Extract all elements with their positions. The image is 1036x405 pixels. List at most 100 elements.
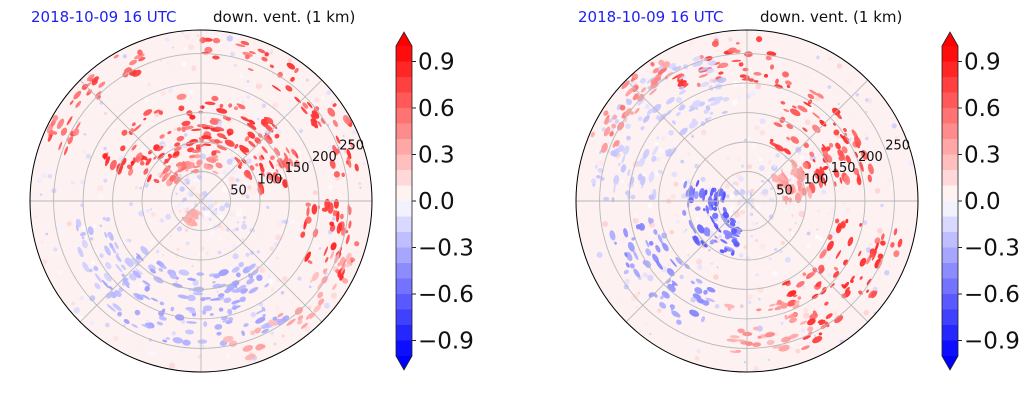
data-cell xyxy=(121,264,127,271)
data-cell xyxy=(734,211,741,218)
data-cell xyxy=(708,248,711,252)
data-cell xyxy=(808,341,811,344)
data-cell xyxy=(286,318,296,326)
data-cell xyxy=(181,62,187,67)
data-cell xyxy=(853,136,862,146)
data-cell xyxy=(694,206,701,211)
angular-gridline xyxy=(79,200,202,323)
data-cell xyxy=(880,240,886,246)
data-cell xyxy=(188,44,194,50)
data-cell xyxy=(774,144,785,152)
data-cell xyxy=(781,180,788,189)
data-cell xyxy=(666,268,675,277)
colorbar-level xyxy=(396,216,412,233)
data-cell xyxy=(889,185,896,192)
data-cell xyxy=(137,49,143,56)
data-cell xyxy=(52,114,59,122)
data-cell xyxy=(82,261,90,273)
data-cell xyxy=(300,231,306,238)
data-cell xyxy=(652,68,659,74)
data-cell xyxy=(242,345,254,352)
data-cell xyxy=(203,210,210,217)
data-cell xyxy=(164,158,169,164)
data-cell xyxy=(324,256,329,263)
data-cell xyxy=(638,223,646,231)
data-cell xyxy=(53,247,58,252)
data-cell xyxy=(258,231,261,234)
data-cell xyxy=(232,253,239,260)
data-cell xyxy=(94,273,103,283)
data-cell xyxy=(712,78,718,83)
data-cell xyxy=(691,99,702,107)
data-cell xyxy=(280,291,285,295)
data-cell xyxy=(209,230,216,236)
data-cell xyxy=(839,176,843,184)
data-cell xyxy=(192,165,201,169)
radial-tick-label: 250 xyxy=(885,139,910,154)
data-cell xyxy=(178,105,185,112)
data-cell xyxy=(812,74,816,78)
colorbar-extend-max xyxy=(942,32,958,46)
data-cell xyxy=(159,185,162,189)
data-cell xyxy=(680,159,685,164)
data-cell xyxy=(339,213,344,220)
data-cell xyxy=(872,236,876,240)
data-cell xyxy=(670,193,677,200)
data-cell xyxy=(288,58,292,63)
data-cell xyxy=(843,202,846,205)
data-cell xyxy=(848,117,852,120)
data-cell xyxy=(784,314,788,320)
colorbar: 0.9 0.6 0.3 0.0 −0.3 −0.6 −0.9 xyxy=(941,31,1020,371)
data-cell xyxy=(597,149,600,153)
data-cell xyxy=(210,158,216,163)
data-cell xyxy=(236,103,245,108)
colorbar-tick-label: −0.3 xyxy=(418,236,474,262)
data-cell xyxy=(865,110,868,114)
data-cell xyxy=(214,139,221,144)
data-cell xyxy=(843,211,848,215)
data-cell xyxy=(634,212,639,217)
data-cell xyxy=(251,231,254,234)
data-cell xyxy=(846,78,853,85)
data-cell xyxy=(648,240,654,246)
data-cell xyxy=(721,110,728,114)
data-cell xyxy=(722,97,730,102)
data-cell xyxy=(648,171,655,183)
data-cell xyxy=(153,117,158,123)
colorbar-level xyxy=(942,139,958,155)
data-cell xyxy=(89,295,96,302)
data-cell xyxy=(305,312,314,320)
data-cell xyxy=(184,33,191,41)
data-cell xyxy=(149,268,156,274)
data-cell xyxy=(645,239,650,248)
data-cell xyxy=(750,235,754,238)
data-cell xyxy=(723,247,728,253)
data-cell xyxy=(193,154,201,159)
data-cell xyxy=(755,205,761,211)
data-cell xyxy=(658,113,667,122)
data-cell xyxy=(174,203,180,209)
data-cell xyxy=(218,269,229,277)
data-cell xyxy=(137,342,143,348)
data-cell xyxy=(222,320,229,323)
data-cell xyxy=(196,160,202,166)
data-cell xyxy=(813,334,816,338)
data-cell xyxy=(332,283,337,291)
chart-title-variable: down. vent. (1 km) xyxy=(213,8,356,26)
data-cell xyxy=(114,241,119,250)
data-cell xyxy=(168,88,173,93)
data-cell xyxy=(752,342,762,347)
data-cell xyxy=(831,231,836,236)
data-cell xyxy=(688,106,696,112)
data-cell xyxy=(650,77,659,85)
data-cell xyxy=(162,339,168,343)
data-cell xyxy=(765,55,772,61)
data-cell xyxy=(136,293,144,301)
data-cell xyxy=(245,170,253,181)
colorbar-level xyxy=(942,325,958,341)
data-cell xyxy=(37,155,40,159)
data-cell xyxy=(731,72,734,76)
data-cell xyxy=(836,296,839,299)
data-cell xyxy=(709,239,715,245)
data-cell xyxy=(265,47,272,53)
